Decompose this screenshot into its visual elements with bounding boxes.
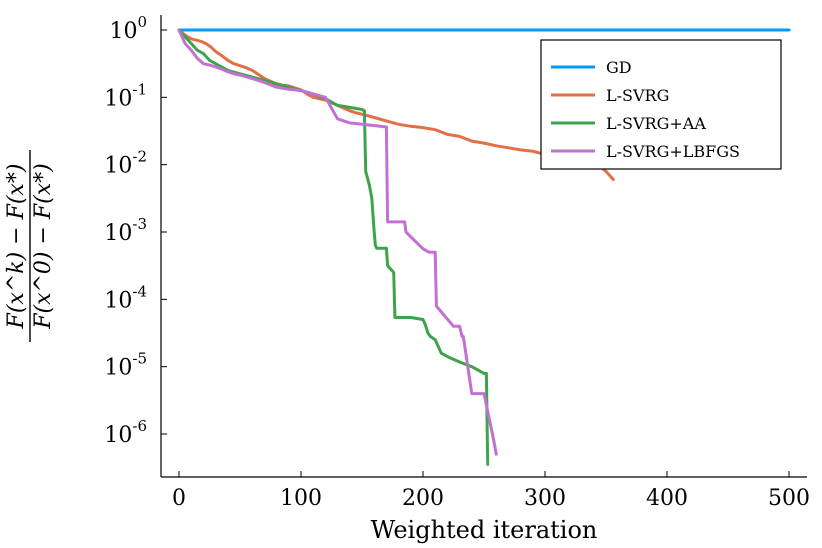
x-tick-label: 400 — [646, 486, 688, 511]
y-tick-label: 10-5 — [104, 350, 147, 381]
y-tick-label: 10-3 — [104, 215, 147, 246]
series-layer — [177, 28, 791, 466]
y-tick-label: 10-1 — [104, 80, 147, 111]
legend-items: GD L-SVRG L-SVRG+AA L-SVRG+LBFGS — [551, 58, 740, 161]
y-tick-label: 100 — [109, 13, 147, 44]
y-axis-label: F(x^k) − F(x*) F(x^0) − F(x*) — [4, 150, 56, 342]
x-ticks: 0 100 200 300 400 500 — [172, 471, 810, 511]
legend-label-l-svrg-lbfgs: L-SVRG+LBFGS — [606, 142, 740, 161]
x-tick-label: 100 — [280, 486, 322, 511]
x-tick-label: 0 — [172, 486, 186, 511]
y-ticks: 100 10-1 10-2 10-3 10-4 10-5 10-6 — [104, 13, 167, 448]
legend-box — [540, 39, 782, 170]
legend-label-l-svrg: L-SVRG — [606, 86, 669, 105]
axes — [160, 15, 807, 478]
x-tick-label: 200 — [402, 486, 444, 511]
x-tick-label: 300 — [524, 486, 566, 511]
y-tick-label: 10-6 — [104, 417, 147, 448]
series-line-l-svrg-lbfgs — [177, 28, 498, 456]
y-label-denominator: F(x^0) − F(x*) — [31, 163, 56, 330]
x-axis-label: Weighted iteration — [371, 516, 598, 544]
legend-label-gd: GD — [606, 58, 632, 77]
y-tick-label: 10-2 — [104, 148, 147, 179]
legend: GD L-SVRG L-SVRG+AA L-SVRG+LBFGS — [540, 39, 782, 170]
series-line-l-svrg-aa — [177, 28, 490, 466]
legend-label-l-svrg-aa: L-SVRG+AA — [606, 114, 706, 133]
y-tick-label: 10-4 — [104, 282, 147, 313]
x-tick-label: 500 — [768, 486, 810, 511]
y-label-numerator: F(x^k) − F(x*) — [4, 164, 29, 330]
